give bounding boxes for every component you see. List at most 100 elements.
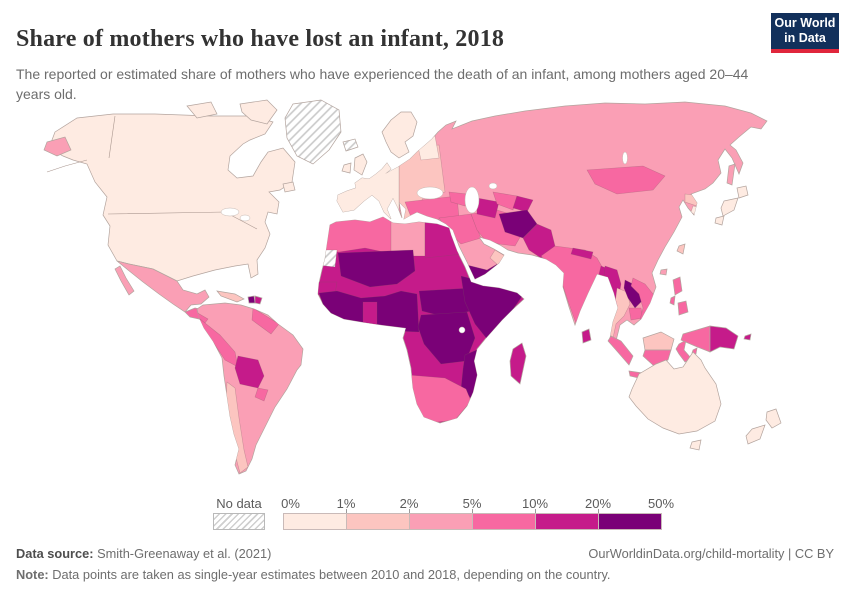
region-taiwan[interactable]: [676, 243, 686, 255]
region-dominican-republic[interactable]: [254, 295, 263, 305]
legend-tick-label: 50%: [647, 496, 675, 511]
region-tasmania[interactable]: [689, 439, 702, 451]
region-philippines-mindanao[interactable]: [677, 300, 689, 316]
region-mali-niger[interactable]: [337, 249, 416, 288]
aral-sea: [488, 182, 498, 190]
region-west-papua[interactable]: [680, 325, 711, 353]
no-data-label: No data: [216, 496, 262, 511]
region-png-islands[interactable]: [743, 333, 752, 341]
legend-tick-mark: [535, 509, 536, 514]
legend-tick-label: 2%: [399, 496, 419, 511]
legend-segment[interactable]: [284, 514, 347, 529]
region-sumatra[interactable]: [607, 335, 634, 366]
region-chukotka[interactable]: [43, 136, 72, 157]
lake-baikal: [622, 151, 628, 165]
great-lakes-east: [239, 214, 251, 222]
legend-segments[interactable]: [283, 513, 662, 530]
region-united-kingdom[interactable]: [353, 153, 368, 176]
owid-link[interactable]: OurWorldinData.org/child-mortality | CC …: [588, 546, 834, 561]
legend-tick-label: 0%: [281, 496, 300, 511]
region-scandinavia[interactable]: [381, 111, 418, 159]
legend-tick-label: 10%: [521, 496, 549, 511]
region-sakhalin[interactable]: [726, 163, 736, 186]
legend-tick-mark: [346, 509, 347, 514]
data-source-line: Data source: Smith-Greenaway et al. (202…: [16, 546, 271, 561]
region-cuba[interactable]: [216, 290, 245, 303]
region-north-america[interactable]: [48, 113, 296, 282]
region-south-korea[interactable]: [690, 205, 704, 219]
region-greenland[interactable]: [284, 99, 342, 165]
region-baffin-island[interactable]: [239, 99, 278, 125]
no-data-swatch[interactable]: [213, 513, 265, 530]
region-dr-congo[interactable]: [417, 311, 476, 365]
note-label: Note:: [16, 567, 49, 582]
legend-tick-mark: [409, 509, 410, 514]
region-libya[interactable]: [390, 214, 426, 257]
region-haiti[interactable]: [247, 295, 256, 304]
world-map[interactable]: [25, 98, 825, 490]
legend-tick-labels: 0% 1% 2% 5% 10% 20% 50%: [281, 496, 674, 514]
region-victoria-island[interactable]: [186, 101, 218, 119]
region-mexico[interactable]: [116, 260, 210, 313]
region-south-america[interactable]: [196, 302, 304, 475]
lake-victoria: [458, 326, 466, 334]
region-philippines-luzon[interactable]: [672, 276, 683, 296]
page-title: Share of mothers who have lost an infant…: [16, 26, 505, 53]
note-line: Note: Data points are taken as single-ye…: [16, 567, 816, 582]
region-paraguay[interactable]: [254, 387, 269, 402]
region-finland[interactable]: [416, 135, 440, 161]
footer: Data source: Smith-Greenaway et al. (202…: [16, 546, 834, 561]
great-lakes: [220, 207, 240, 217]
region-hainan[interactable]: [659, 268, 668, 276]
region-philippines-visayas[interactable]: [669, 295, 676, 306]
region-iceland[interactable]: [342, 138, 359, 152]
region-uzbekistan[interactable]: [492, 191, 518, 211]
legend-colorbar[interactable]: 0% 1% 2% 5% 10% 20% 50%: [281, 496, 683, 536]
data-source-value: Smith-Greenaway et al. (2021): [97, 546, 272, 561]
legend-segment[interactable]: [473, 514, 536, 529]
region-newfoundland[interactable]: [282, 181, 296, 193]
legend-segment[interactable]: [410, 514, 473, 529]
region-new-zealand-south[interactable]: [745, 424, 766, 445]
map-legend: No data 0% 1% 2% 5% 10% 20% 50%: [0, 496, 850, 538]
region-western-europe[interactable]: [333, 155, 400, 227]
region-baja-california[interactable]: [114, 265, 135, 296]
region-malaysia-borneo[interactable]: [642, 331, 675, 351]
region-papua-new-guinea[interactable]: [709, 325, 739, 353]
legend-tick-mark: [472, 509, 473, 514]
alaska-border: [108, 115, 116, 159]
logo-line-1: Our World: [774, 16, 836, 30]
region-guyanas[interactable]: [251, 307, 280, 335]
note-value: Data points are taken as single-year est…: [52, 567, 611, 582]
legend-segment[interactable]: [599, 514, 661, 529]
region-japan-kyushu[interactable]: [714, 215, 725, 226]
region-nepal[interactable]: [570, 247, 594, 260]
world-map-svg[interactable]: [25, 98, 825, 490]
region-mongolia[interactable]: [586, 165, 666, 195]
aleutian-islands: [46, 159, 88, 173]
region-madagascar[interactable]: [509, 342, 527, 385]
logo-line-2: in Data: [784, 31, 826, 45]
caspian-sea: [464, 186, 480, 214]
region-japan-honshu[interactable]: [720, 197, 739, 217]
region-india[interactable]: [540, 245, 606, 327]
owid-logo[interactable]: Our World in Data: [771, 13, 839, 53]
legend-segment[interactable]: [347, 514, 410, 529]
region-ireland[interactable]: [341, 162, 352, 174]
region-new-zealand-north[interactable]: [765, 408, 782, 429]
region-caucasus[interactable]: [448, 191, 468, 207]
region-japan-hokkaido[interactable]: [736, 185, 749, 199]
chart-subtitle: The reported or estimated share of mothe…: [16, 66, 749, 103]
region-western-sahara[interactable]: [316, 249, 338, 268]
data-source-label: Data source:: [16, 546, 94, 561]
region-australia[interactable]: [628, 351, 722, 435]
legend-segment[interactable]: [536, 514, 599, 529]
legend-tick-label: 5%: [462, 496, 482, 511]
black-sea: [416, 186, 444, 200]
legend-tick-label: 20%: [584, 496, 612, 511]
legend-tick-label: 1%: [336, 496, 356, 511]
region-sri-lanka[interactable]: [581, 328, 592, 344]
legend-tick-mark: [598, 509, 599, 514]
legend-no-data[interactable]: No data: [213, 496, 265, 530]
